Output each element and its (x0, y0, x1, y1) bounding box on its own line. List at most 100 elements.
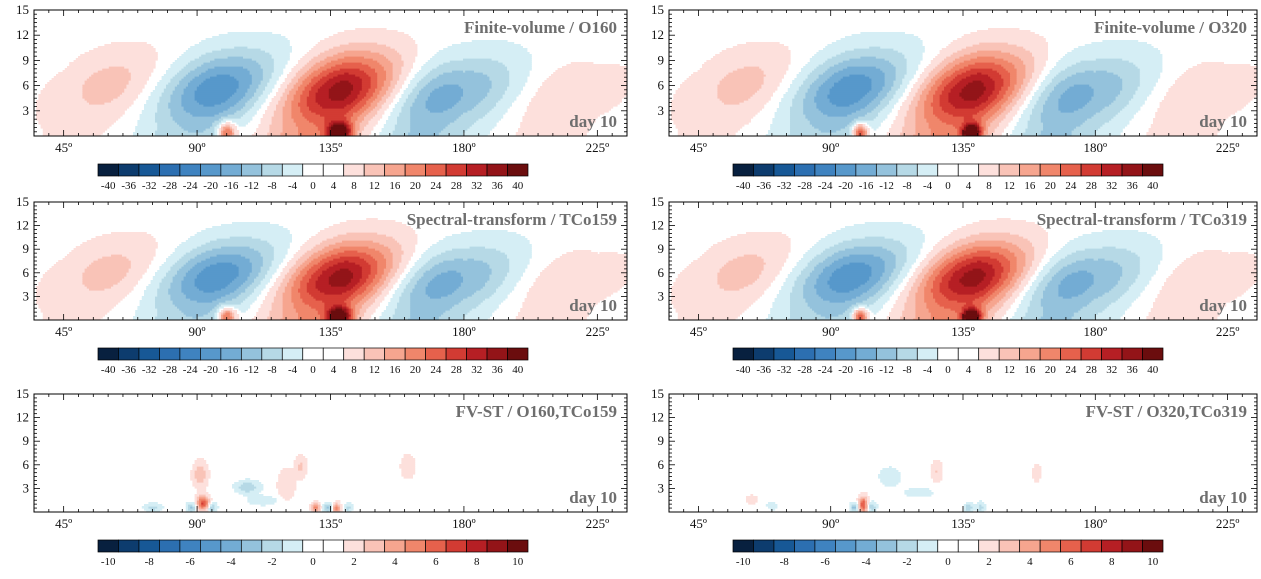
colorbar-swatch (774, 164, 794, 176)
colorbar-label: -36 (756, 180, 771, 192)
contour-cell (746, 42, 780, 45)
colorbar-swatch (98, 164, 118, 176)
colorbar-swatch (262, 164, 282, 176)
colorbar-swatch (139, 348, 159, 360)
colorbar-swatch (794, 164, 814, 176)
colorbar-swatch (303, 348, 323, 360)
colorbar-swatch (1020, 164, 1040, 176)
colorbar-label: 28 (451, 364, 463, 376)
colorbar-swatch (733, 164, 753, 176)
y-tick-label: 12 (651, 27, 664, 42)
y-tick-label: 3 (23, 103, 30, 118)
colorbar-label: 4 (966, 180, 972, 192)
contour-cell (221, 124, 226, 127)
colorbar-label: 32 (1106, 180, 1117, 192)
x-tick-label: 45º (55, 324, 72, 339)
colorbar-label: 16 (389, 364, 401, 376)
colorbar-swatch (958, 164, 978, 176)
colorbar-label: -28 (162, 180, 177, 192)
colorbar-label: 32 (471, 180, 482, 192)
colorbar-swatch (426, 348, 446, 360)
colorbar-label: 36 (492, 180, 504, 192)
day-annotation: day 10 (1199, 112, 1247, 131)
colorbar-label: -32 (777, 180, 792, 192)
colorbar-label: -36 (121, 180, 136, 192)
contour-cell (228, 32, 273, 35)
colorbar-swatch (262, 348, 282, 360)
contour-cell (573, 250, 591, 253)
contour-cell (571, 62, 594, 65)
colorbar-swatch (1143, 164, 1163, 176)
x-tick-label: 180º (452, 324, 476, 339)
contour-cell (858, 124, 863, 127)
colorbar-swatch (835, 164, 855, 176)
colorbar-label: -32 (142, 364, 157, 376)
y-tick-label: 6 (658, 78, 665, 93)
colorbar-swatch (446, 164, 466, 176)
colorbar-swatch (815, 164, 835, 176)
colorbar-swatch (508, 164, 528, 176)
colorbar-label: 4 (331, 364, 337, 376)
day-annotation: day 10 (569, 296, 617, 315)
y-tick-label: 6 (23, 265, 30, 280)
colorbar-swatch (180, 164, 200, 176)
colorbar-label: 0 (310, 364, 316, 376)
colorbar-label: 8 (351, 364, 357, 376)
colorbar-label: -4 (923, 180, 933, 192)
colorbar-swatch (487, 164, 507, 176)
colorbar-label: -4 (288, 364, 298, 376)
colorbar-label: -32 (142, 180, 157, 192)
x-tick-label: 225º (586, 324, 610, 339)
colorbar-label: -16 (224, 364, 239, 376)
colorbar-label: -40 (736, 180, 751, 192)
colorbar-label: 12 (1004, 180, 1015, 192)
y-tick-label: 15 (16, 194, 29, 209)
colorbar-label: 12 (369, 180, 380, 192)
colorbar-swatch (200, 348, 220, 360)
colorbar-label: 20 (410, 364, 422, 376)
colorbar-label: 24 (1065, 180, 1077, 192)
x-tick-label: 45º (55, 140, 72, 155)
contour-cell (355, 28, 386, 31)
x-tick-label: 180º (1084, 140, 1108, 155)
contour-cell (472, 40, 508, 43)
panel-title: Finite-volume / O160 (464, 18, 617, 37)
colorbar-label: 32 (471, 364, 482, 376)
colorbar-label: 16 (389, 180, 401, 192)
colorbar-swatch (1122, 164, 1142, 176)
y-tick-label: 6 (23, 78, 30, 93)
colorbar-swatch (467, 164, 487, 176)
colorbar-swatch (487, 348, 507, 360)
colorbar-swatch (221, 348, 241, 360)
contour-field (36, 218, 628, 321)
colorbar-label: 12 (369, 364, 380, 376)
colorbar-swatch (344, 348, 364, 360)
y-tick-label: 12 (16, 27, 29, 42)
y-tick-label: 9 (23, 241, 30, 256)
x-tick-label: 180º (452, 140, 476, 155)
colorbar-swatch (999, 164, 1019, 176)
colorbar-label: 40 (512, 180, 524, 192)
colorbar-label: 36 (1127, 180, 1139, 192)
x-tick-label: 225º (586, 140, 610, 155)
contour-cell (863, 124, 866, 127)
colorbar-label: -24 (818, 180, 833, 192)
colorbar-swatch (139, 164, 159, 176)
contour-field (671, 218, 1259, 321)
colorbar-label: 8 (351, 180, 357, 192)
colorbar-swatch (282, 164, 302, 176)
x-tick-label: 135º (319, 140, 343, 155)
colorbar-swatch (323, 348, 343, 360)
colorbar-swatch (344, 164, 364, 176)
colorbar-swatch (118, 164, 138, 176)
x-tick-label: 135º (319, 324, 343, 339)
y-tick-label: 9 (658, 52, 665, 67)
colorbar-label: -40 (101, 364, 116, 376)
contour-cell (223, 308, 232, 311)
colorbar-label: -24 (183, 364, 198, 376)
